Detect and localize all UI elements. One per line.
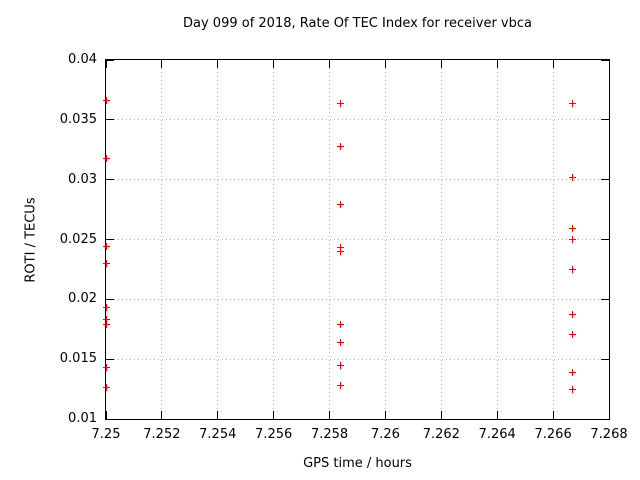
x-tick-label: 7.26 bbox=[370, 427, 400, 442]
data-point-marker bbox=[102, 364, 110, 372]
data-point-marker bbox=[102, 243, 110, 251]
x-tick-label: 7.256 bbox=[255, 427, 293, 442]
data-point-marker bbox=[102, 320, 110, 328]
y-tick-label: 0.035 bbox=[59, 111, 97, 127]
x-tick-top bbox=[329, 60, 331, 68]
data-point-marker bbox=[337, 142, 345, 150]
y-tick-left bbox=[106, 418, 114, 420]
y-gridline bbox=[106, 119, 609, 121]
data-point-marker bbox=[337, 361, 345, 369]
x-tick-bottom bbox=[552, 411, 554, 419]
x-tick-label: 7.25 bbox=[91, 427, 121, 442]
x-tick-bottom bbox=[384, 411, 386, 419]
data-point-marker bbox=[569, 330, 577, 338]
y-tick-right bbox=[601, 119, 609, 121]
y-tick-label: 0.02 bbox=[68, 291, 97, 307]
x-tick-top bbox=[273, 60, 275, 68]
data-point-marker bbox=[102, 259, 110, 267]
x-tick-top bbox=[440, 60, 442, 68]
x-tick-bottom bbox=[496, 411, 498, 419]
x-tick-bottom bbox=[329, 411, 331, 419]
y-tick-right bbox=[601, 418, 609, 420]
x-tick-label: 7.266 bbox=[534, 427, 572, 442]
y-tick-label: 0.01 bbox=[68, 411, 97, 426]
y-tick-right bbox=[601, 239, 609, 240]
data-point-marker bbox=[569, 385, 577, 393]
x-tick-bottom bbox=[217, 411, 219, 419]
y-tick-left bbox=[106, 59, 114, 61]
x-tick-label: 7.258 bbox=[310, 427, 349, 442]
y-tick-right bbox=[601, 358, 609, 360]
y-tick-label: 0.025 bbox=[59, 231, 97, 247]
y-tick-left bbox=[106, 239, 114, 240]
data-point-marker bbox=[337, 338, 345, 346]
x-tick-bottom bbox=[608, 411, 610, 419]
data-point-marker bbox=[569, 173, 577, 181]
y-gridline bbox=[106, 298, 609, 300]
y-tick-right bbox=[601, 298, 609, 300]
x-tick-top bbox=[217, 60, 219, 68]
data-point-marker bbox=[102, 97, 110, 105]
y-tick-left bbox=[106, 119, 114, 121]
x-tick-bottom bbox=[161, 411, 163, 419]
x-axis-title: GPS time / hours bbox=[303, 456, 412, 471]
x-tick-top bbox=[552, 60, 554, 68]
y-gridline bbox=[106, 239, 609, 240]
data-point-marker bbox=[102, 304, 110, 312]
y-tick-left bbox=[106, 179, 114, 181]
y-tick-label: 0.04 bbox=[68, 52, 97, 67]
y-tick-right bbox=[601, 179, 609, 181]
y-gridline bbox=[106, 179, 609, 181]
y-gridline bbox=[106, 358, 609, 360]
data-point-marker bbox=[337, 244, 345, 252]
y-tick-left bbox=[106, 358, 114, 360]
data-point-marker bbox=[337, 320, 345, 328]
chart-title: Day 099 of 2018, Rate Of TEC Index for r… bbox=[183, 16, 532, 31]
x-tick-label: 7.254 bbox=[199, 427, 237, 442]
data-point-marker bbox=[102, 316, 110, 324]
x-tick-label: 7.252 bbox=[143, 427, 181, 442]
data-point-marker bbox=[569, 265, 577, 273]
data-point-marker bbox=[569, 99, 577, 107]
x-tick-top bbox=[608, 60, 610, 68]
x-tick-label: 7.268 bbox=[590, 427, 628, 442]
x-tick-top bbox=[496, 60, 498, 68]
x-tick-top bbox=[161, 60, 163, 68]
data-point-marker bbox=[569, 236, 577, 243]
x-tick-label: 7.262 bbox=[422, 427, 460, 442]
data-point-marker bbox=[337, 381, 345, 389]
y-tick-label: 0.03 bbox=[68, 171, 97, 187]
plot-area bbox=[102, 59, 610, 420]
data-point-marker bbox=[569, 225, 577, 233]
x-tick-top bbox=[105, 60, 107, 68]
data-point-marker bbox=[337, 99, 345, 107]
data-point-marker bbox=[569, 311, 577, 319]
data-point-marker bbox=[569, 368, 577, 376]
x-tick-bottom bbox=[440, 411, 442, 419]
data-point-marker bbox=[102, 384, 110, 392]
x-tick-bottom bbox=[105, 411, 107, 419]
x-tick-bottom bbox=[273, 411, 275, 419]
data-point-marker bbox=[337, 201, 345, 209]
y-tick-right bbox=[601, 59, 609, 61]
y-tick-label: 0.015 bbox=[59, 351, 97, 367]
y-tick-left bbox=[106, 298, 114, 300]
x-tick-top bbox=[384, 60, 386, 68]
x-tick-label: 7.264 bbox=[478, 427, 516, 442]
data-point-marker bbox=[102, 154, 110, 162]
data-point-marker bbox=[337, 247, 345, 255]
